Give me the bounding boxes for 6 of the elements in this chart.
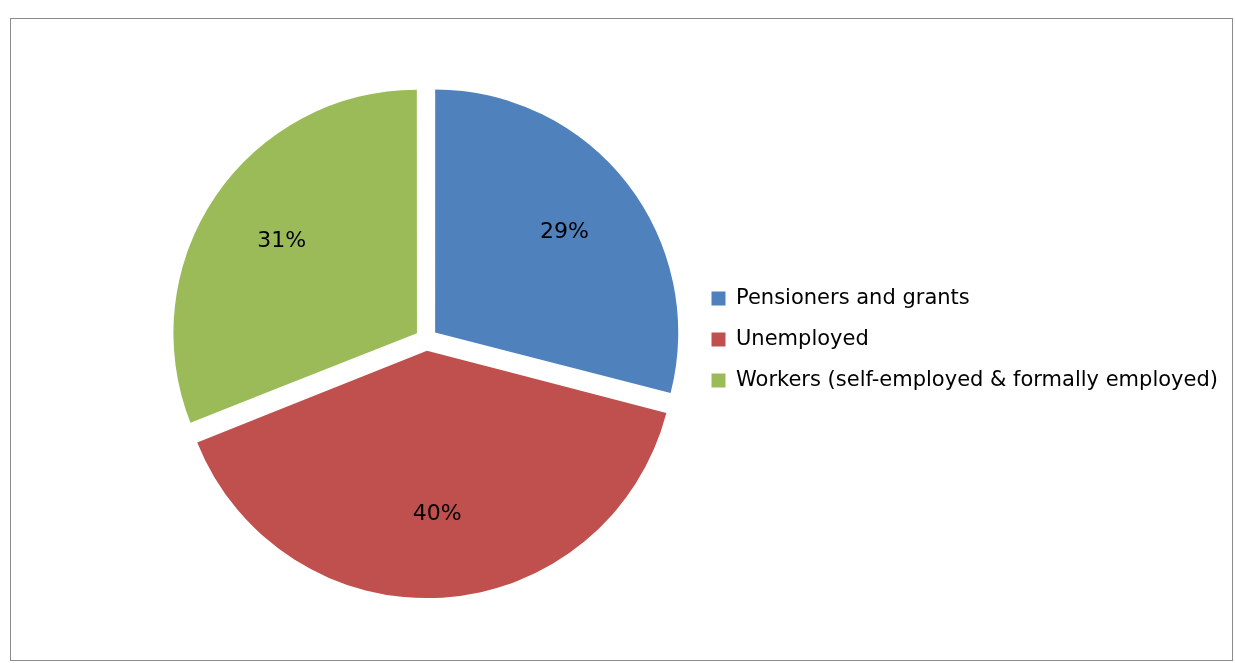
data-label: 31% (257, 226, 307, 252)
legend-label: Pensioners and grants (736, 284, 970, 309)
legend-label: Unemployed (736, 325, 869, 350)
data-label: 40% (412, 499, 462, 525)
data-label: 29% (539, 218, 589, 244)
legend-label: Workers (self-employed & formally employed) (736, 366, 1218, 391)
